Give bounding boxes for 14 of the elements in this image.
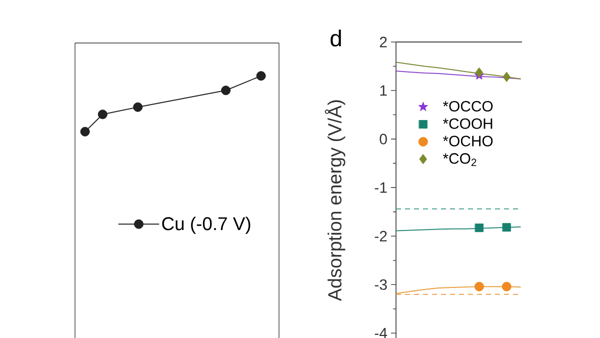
y-tick-label: -4	[374, 328, 388, 338]
chart-title: d	[330, 30, 341, 47]
legend-label: Cu (-0.7 V)	[162, 216, 250, 234]
y-axis-title: Adsorption energy (V/Å)	[324, 100, 346, 302]
legend-label: *CO$_{2}$	[442, 153, 476, 166]
legend-label: *OCCO	[442, 100, 493, 112]
y-tick-label: 2	[380, 36, 387, 48]
y-tick-label: -3	[374, 279, 387, 290]
y-tick-label: 1	[380, 85, 387, 96]
y-tick-label: 0	[380, 134, 387, 144]
legend-label: *OCHO	[442, 136, 493, 146]
legend-label: *COOH	[442, 118, 492, 129]
y-tick-label: -1	[374, 182, 387, 193]
y-tick-label: -2	[374, 230, 387, 242]
